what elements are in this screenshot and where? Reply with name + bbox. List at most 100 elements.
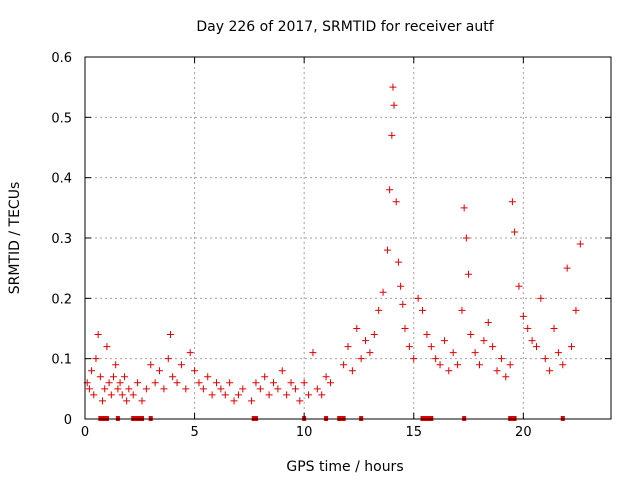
data-point-marker [563, 264, 571, 272]
data-point-marker [397, 282, 405, 290]
data-point-marker [541, 355, 549, 363]
data-point-marker [506, 361, 514, 369]
data-point-marker [142, 385, 150, 393]
data-point-marker [109, 373, 117, 381]
data-point-marker [234, 391, 242, 399]
data-point-marker [101, 385, 109, 393]
data-point-marker [213, 379, 220, 387]
data-point-marker [502, 373, 510, 381]
x-axis-title: GPS time / hours [286, 459, 403, 475]
data-point-marker [399, 300, 407, 308]
data-point-marker [217, 385, 225, 393]
data-point-marker [524, 325, 532, 332]
data-point-marker [291, 385, 299, 393]
data-point-marker [99, 397, 107, 405]
data-point-marker [436, 361, 444, 369]
data-point-marker [471, 349, 479, 357]
data-point-marker [554, 349, 562, 357]
data-point-marker [449, 349, 457, 357]
data-point-marker [497, 355, 505, 363]
data-point-marker [88, 367, 96, 375]
y-tick-label: 0 [64, 413, 72, 428]
data-point-marker [357, 355, 365, 363]
data-point-marker [546, 367, 554, 375]
x-tick-label: 10 [296, 425, 313, 440]
data-point-marker [532, 343, 540, 351]
data-point-marker [394, 258, 402, 266]
data-point-marker [230, 397, 238, 405]
data-point-marker [265, 391, 273, 399]
data-point-marker [427, 343, 435, 351]
data-point-marker [85, 385, 93, 393]
axis-ticks [84, 56, 611, 420]
data-point-marker [199, 385, 207, 393]
data-point-marker [274, 385, 282, 393]
data-point-marker [326, 379, 334, 387]
data-point-marker [90, 391, 98, 399]
data-point-marker [389, 83, 397, 91]
data-point-marker [440, 337, 448, 345]
data-points [83, 83, 584, 405]
y-axis-title: SRMTID / TECUs [7, 182, 23, 295]
data-point-marker [256, 385, 264, 393]
data-point-marker [348, 367, 356, 375]
data-point-marker [120, 373, 128, 381]
data-point-marker [379, 288, 387, 296]
data-point-marker [388, 131, 396, 139]
x-tick-label: 15 [405, 425, 422, 440]
data-point-marker [366, 349, 374, 357]
chart-title: Day 226 of 2017, SRMTID for receiver aut… [196, 19, 494, 35]
data-point-marker [423, 331, 431, 339]
data-point-marker [261, 373, 269, 381]
data-point-marker [410, 355, 418, 363]
data-point-marker [278, 367, 286, 375]
data-point-marker [123, 397, 131, 405]
data-point-marker [164, 355, 172, 363]
y-tick-label: 0.5 [51, 111, 72, 126]
data-point-marker [528, 337, 536, 345]
data-point-marker [125, 385, 133, 393]
data-point-marker [568, 343, 576, 351]
data-point-marker [138, 397, 146, 405]
data-point-marker [105, 379, 113, 387]
data-point-marker [204, 373, 212, 381]
data-point-marker [166, 331, 174, 339]
data-point-marker [445, 367, 453, 375]
data-point-marker [107, 391, 115, 399]
data-point-marker [151, 379, 159, 387]
data-point-marker [114, 385, 122, 393]
y-tick-label: 0.4 [51, 172, 72, 187]
x-tick-label: 5 [190, 425, 198, 440]
data-point-marker [467, 331, 475, 339]
x-tick-labels: 0 5 10 15 20 [81, 425, 532, 440]
data-point-marker [458, 306, 466, 314]
data-point-marker [173, 379, 181, 387]
data-point-marker [537, 294, 545, 302]
data-point-marker [462, 234, 470, 242]
data-point-marker [353, 325, 361, 332]
data-point-marker [484, 318, 492, 326]
data-point-marker [147, 361, 155, 369]
data-point-marker [248, 397, 256, 405]
x-tick-label: 20 [515, 425, 532, 440]
data-point-marker [375, 306, 383, 314]
data-point-marker [160, 385, 168, 393]
data-point-marker [208, 391, 216, 399]
data-point-marker [460, 204, 468, 212]
data-point-marker [480, 337, 488, 345]
data-point-marker [489, 343, 497, 351]
data-point-marker [252, 379, 260, 387]
data-point-marker [322, 373, 330, 381]
y-tick-label: 0.1 [51, 353, 72, 368]
data-point-marker [432, 355, 440, 363]
data-point-marker [405, 343, 413, 351]
data-point-marker [344, 343, 352, 351]
data-point-marker [182, 385, 190, 393]
data-point-marker [340, 361, 348, 369]
data-point-marker [559, 361, 567, 369]
data-point-marker [221, 391, 229, 399]
data-point-marker [370, 331, 378, 339]
data-point-marker [112, 361, 120, 369]
data-point-marker [134, 379, 142, 387]
